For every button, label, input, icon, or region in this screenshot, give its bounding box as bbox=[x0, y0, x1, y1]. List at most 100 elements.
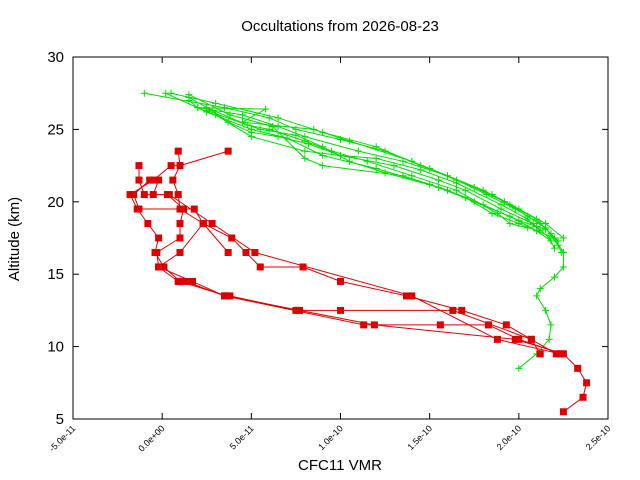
y-tick-label: 10 bbox=[47, 339, 64, 356]
data-point bbox=[212, 99, 220, 107]
chart-title: Occultations from 2026-08-23 bbox=[241, 18, 439, 35]
data-point bbox=[247, 133, 255, 141]
data-point bbox=[444, 172, 451, 180]
series-13 bbox=[130, 176, 566, 358]
data-point bbox=[574, 364, 582, 372]
data-point bbox=[155, 234, 163, 242]
y-axis: 5 10 15 20 25 30 bbox=[47, 49, 608, 428]
data-point bbox=[399, 157, 407, 165]
data-point bbox=[174, 191, 182, 199]
data-point bbox=[301, 154, 309, 162]
data-point bbox=[444, 186, 451, 194]
data-point bbox=[536, 220, 544, 228]
data-point bbox=[579, 393, 587, 401]
series-6 bbox=[162, 89, 555, 245]
data-point bbox=[559, 234, 567, 242]
data-point bbox=[199, 220, 207, 228]
data-point bbox=[372, 154, 380, 162]
data-point bbox=[149, 176, 157, 184]
data-point bbox=[408, 172, 416, 180]
data-point bbox=[238, 111, 246, 119]
data-point bbox=[547, 321, 555, 329]
data-point bbox=[458, 306, 466, 314]
data-point bbox=[436, 321, 444, 329]
data-point bbox=[452, 179, 460, 187]
data-point bbox=[547, 237, 555, 245]
series-line bbox=[138, 165, 541, 355]
x-axis-label: CFC11 VMR bbox=[298, 457, 382, 474]
data-point bbox=[559, 408, 567, 416]
data-point bbox=[176, 162, 184, 170]
data-point bbox=[256, 263, 264, 271]
data-point bbox=[153, 248, 161, 256]
data-point bbox=[372, 143, 380, 151]
series-line bbox=[172, 151, 557, 355]
series-9 bbox=[185, 91, 550, 233]
data-point bbox=[533, 227, 541, 235]
series-3 bbox=[185, 96, 562, 245]
data-point bbox=[135, 205, 143, 213]
x-tick-label: 5.0e-11 bbox=[228, 423, 256, 451]
data-point bbox=[583, 379, 591, 387]
data-point bbox=[274, 114, 282, 122]
series-line bbox=[133, 179, 562, 355]
data-point bbox=[299, 263, 307, 271]
data-point bbox=[558, 248, 566, 256]
data-point bbox=[135, 176, 143, 184]
data-point bbox=[304, 140, 312, 148]
data-point bbox=[265, 125, 273, 133]
data-point bbox=[169, 176, 177, 184]
data-point bbox=[319, 143, 327, 151]
data-point bbox=[449, 306, 457, 314]
data-point bbox=[188, 277, 196, 285]
data-point bbox=[262, 105, 270, 113]
series-7 bbox=[212, 111, 544, 235]
series-line bbox=[188, 97, 555, 249]
data-point bbox=[515, 217, 523, 225]
data-point bbox=[545, 335, 553, 343]
data-point bbox=[542, 225, 550, 233]
data-point bbox=[130, 191, 138, 199]
data-point bbox=[452, 186, 460, 194]
data-point bbox=[140, 89, 148, 97]
data-point bbox=[511, 205, 519, 213]
y-tick-label: 15 bbox=[47, 266, 64, 283]
data-point bbox=[533, 292, 541, 300]
plot-area bbox=[72, 56, 609, 420]
data-point bbox=[399, 172, 407, 180]
y-tick-label: 5 bbox=[56, 411, 64, 428]
data-point bbox=[485, 321, 493, 329]
data-point bbox=[556, 350, 564, 358]
data-point bbox=[140, 191, 148, 199]
y-tick-label: 25 bbox=[47, 121, 64, 138]
data-point bbox=[155, 263, 163, 271]
data-point bbox=[319, 128, 327, 136]
series-14 bbox=[149, 176, 564, 358]
data-point bbox=[176, 220, 184, 228]
series-1 bbox=[140, 89, 567, 372]
data-point bbox=[135, 162, 143, 170]
series-line bbox=[215, 114, 541, 232]
plot-border bbox=[72, 56, 609, 420]
data-point bbox=[536, 285, 544, 293]
data-point bbox=[506, 220, 514, 228]
x-tick-label: 2.5e-10 bbox=[584, 423, 613, 452]
data-point bbox=[354, 147, 362, 155]
data-point bbox=[402, 292, 410, 300]
data-point bbox=[181, 277, 189, 285]
data-point bbox=[547, 230, 555, 238]
data-point bbox=[483, 191, 491, 199]
data-point bbox=[554, 237, 562, 245]
data-point bbox=[360, 321, 368, 329]
data-point bbox=[319, 162, 327, 170]
data-point bbox=[515, 364, 523, 372]
data-point bbox=[144, 220, 152, 228]
data-point bbox=[226, 111, 234, 119]
y-tick-label: 20 bbox=[47, 194, 64, 211]
data-point bbox=[488, 209, 496, 217]
data-point bbox=[292, 131, 300, 139]
series-line bbox=[165, 92, 552, 242]
x-tick-label: 1.0e-10 bbox=[316, 423, 345, 452]
data-point bbox=[126, 191, 134, 199]
